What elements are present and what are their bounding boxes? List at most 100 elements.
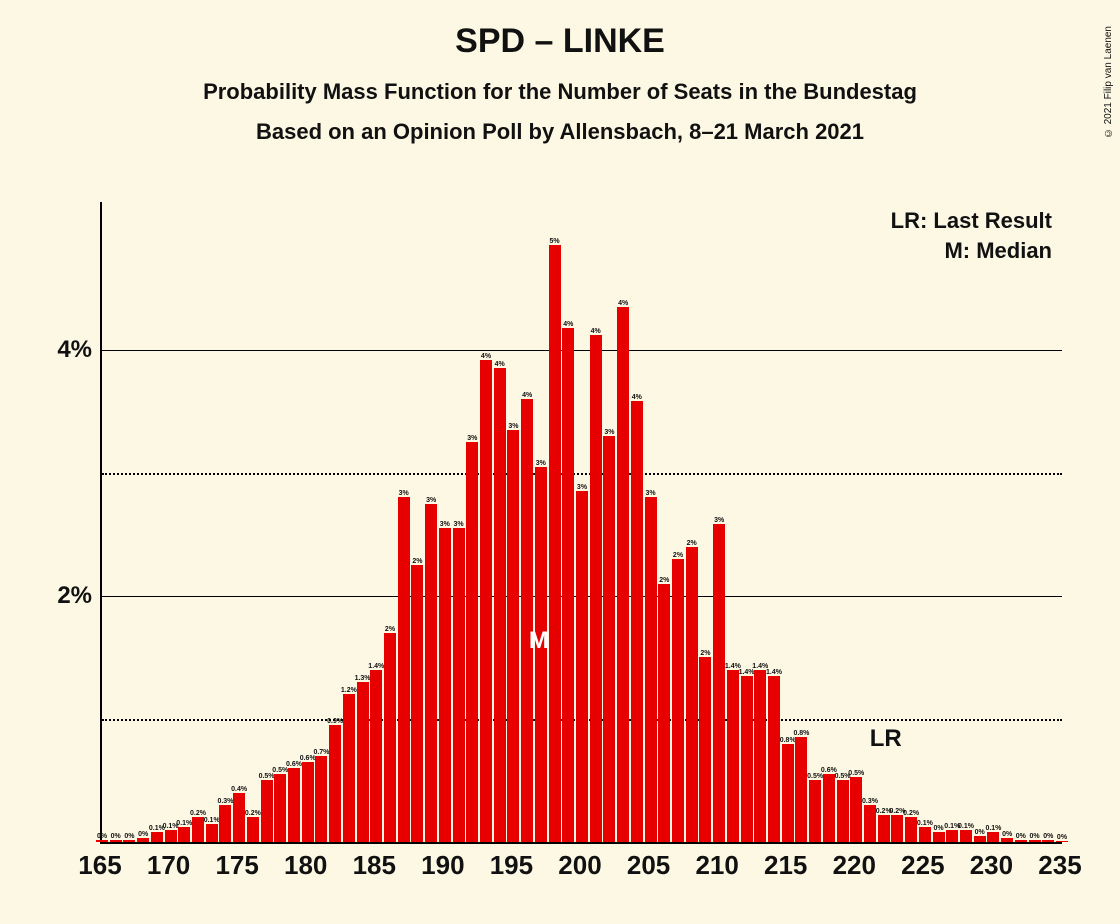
bar: 0% [933,832,945,842]
bar: 0.2% [891,815,903,842]
chart-subtitle-2: Based on an Opinion Poll by Allensbach, … [0,119,1120,145]
bar: 0.1% [165,830,177,842]
bar-value-label: 2% [687,540,697,547]
x-tick-label: 175 [215,850,258,881]
bar: 3% [713,524,725,842]
bar-value-label: 0.6% [300,755,316,762]
bar-value-label: 3% [426,497,436,504]
bar: 0.5% [274,774,286,842]
bar: 3% [398,497,410,842]
x-tick-label: 200 [558,850,601,881]
bar: 1.4% [754,670,766,842]
bar: 0.5% [261,780,273,842]
x-tick-label: 185 [353,850,396,881]
x-tick-label: 220 [833,850,876,881]
bar-value-label: 4% [632,394,642,401]
bar-value-label: 0% [1057,834,1067,841]
bar-value-label: 1.4% [739,669,755,676]
bar: 1.2% [343,694,355,842]
bar: 3% [439,528,451,842]
bar: 2% [686,547,698,842]
page: © 2021 Filip van Laenen SPD – LINKE Prob… [0,22,1120,924]
bar-value-label: 0.1% [958,823,974,830]
bar: 0.1% [960,830,972,842]
bar-value-label: 2% [673,552,683,559]
bar-value-label: 0.8% [780,737,796,744]
legend-lr: LR: Last Result [891,208,1052,234]
bar-value-label: 3% [536,460,546,467]
bar: 3% [453,528,465,842]
bar: 0.1% [987,832,999,842]
bar-value-label: 3% [604,429,614,436]
bar: 0.6% [302,762,314,842]
bar: 2% [699,657,711,842]
x-tick-label: 195 [490,850,533,881]
bar-value-label: 0% [975,829,985,836]
bar-value-label: 0.3% [217,798,233,805]
bar-value-label: 2% [700,650,710,657]
bar-value-label: 0% [1030,833,1040,840]
bar: 1.4% [768,676,780,842]
bar-value-label: 0.3% [862,798,878,805]
chart: 0%0%0%0%0.1%0.1%0.1%0.2%0.1%0.3%0.4%0.2%… [60,202,1060,882]
bar-value-label: 0.1% [917,820,933,827]
bar-value-label: 3% [508,423,518,430]
bar: 3% [576,491,588,842]
bar-value-label: 3% [646,490,656,497]
bar: 4% [590,335,602,842]
bar-value-label: 3% [399,490,409,497]
bar-value-label: 0.6% [286,761,302,768]
bar-value-label: 3% [440,521,450,528]
bar: 0.9% [329,725,341,842]
x-tick-label: 225 [901,850,944,881]
bar-value-label: 4% [495,361,505,368]
bar: 0.3% [864,805,876,842]
chart-title: SPD – LINKE [0,22,1120,61]
bar-value-label: 0% [934,825,944,832]
annotation-last-result: LR [870,725,902,753]
x-tick-label: 205 [627,850,670,881]
bar-value-label: 1.2% [341,687,357,694]
bar-value-label: 4% [563,321,573,328]
annotation-median: M [529,627,549,655]
bar: 0.1% [946,830,958,842]
bar-value-label: 0.1% [985,825,1001,832]
x-tick-label: 190 [421,850,464,881]
bar: 4% [494,368,506,842]
bar-value-label: 0% [124,833,134,840]
bar-value-label: 4% [591,328,601,335]
bar-value-label: 0.1% [176,820,192,827]
bar: 0.2% [878,815,890,842]
bar: 0.6% [823,774,835,842]
bar: 0.1% [178,827,190,842]
bar: 4% [631,401,643,842]
bar: 4% [562,328,574,842]
bar: 0.1% [919,827,931,842]
y-tick-label: 4% [32,336,92,364]
x-tick-label: 210 [695,850,738,881]
bar: 0.5% [850,777,862,842]
bar-value-label: 0.5% [807,773,823,780]
bar: 3% [425,504,437,842]
bar-value-label: 0.5% [259,773,275,780]
bars-layer: 0%0%0%0%0.1%0.1%0.1%0.2%0.1%0.3%0.4%0.2%… [102,202,1062,842]
bar: 4% [480,360,492,842]
x-tick-label: 235 [1038,850,1081,881]
bar-value-label: 3% [714,517,724,524]
bar-value-label: 2% [412,558,422,565]
bar: 3% [603,436,615,842]
bar-value-label: 3% [454,521,464,528]
x-tick-label: 180 [284,850,327,881]
bar-value-label: 5% [550,238,560,245]
bar: 0.2% [905,817,917,842]
titles: SPD – LINKE Probability Mass Function fo… [0,22,1120,145]
bar: 1.4% [727,670,739,842]
bar: 1.4% [370,670,382,842]
bar: 0.7% [315,756,327,842]
bar: 2% [384,633,396,842]
bar: 0.8% [782,744,794,842]
bar: 0.3% [219,805,231,842]
bar-value-label: 4% [481,353,491,360]
x-tick-label: 165 [78,850,121,881]
bar-value-label: 0% [1016,833,1026,840]
